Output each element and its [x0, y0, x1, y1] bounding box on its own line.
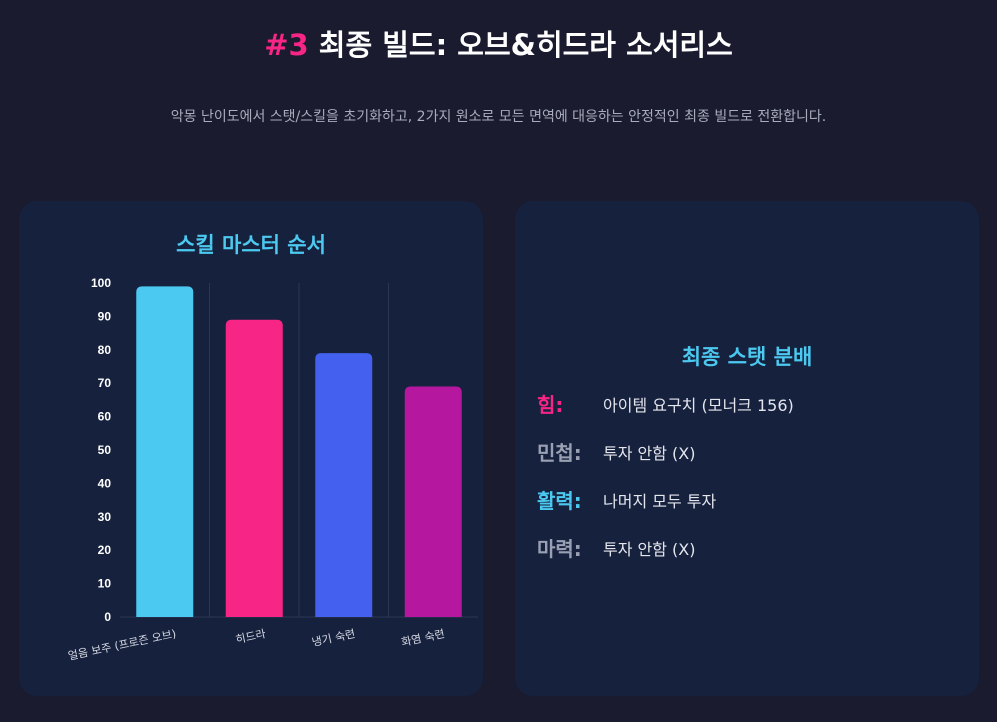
- chart-title: 스킬 마스터 순서: [176, 233, 326, 257]
- y-tick-label: 60: [98, 410, 112, 424]
- stat-row-dex: 민첩: 투자 안함 (X): [537, 437, 696, 466]
- stat-label-vit: 활력:: [537, 489, 582, 513]
- y-tick-label: 0: [104, 610, 111, 624]
- y-tick-label: 40: [98, 476, 112, 490]
- y-tick-label: 90: [98, 309, 112, 323]
- y-tick-label: 30: [98, 510, 112, 524]
- stat-label-str: 힘:: [537, 393, 564, 417]
- title-number: #3: [264, 28, 309, 62]
- stat-value-ene: 투자 안함 (X): [603, 539, 696, 559]
- stat-row-ene: 마력: 투자 안함 (X): [537, 533, 696, 562]
- page-title: #3 최종 빌드: 오브&히드라 소서리스: [0, 22, 997, 64]
- stat-value-dex: 투자 안함 (X): [603, 443, 696, 463]
- x-tick-label: 히드라: [234, 626, 267, 646]
- y-tick-label: 50: [98, 443, 112, 457]
- stat-row-str: 힘: 아이템 요구치 (모너크 156): [537, 389, 794, 418]
- y-tick-label: 20: [98, 543, 112, 557]
- x-tick-label: 화염 숙련: [400, 627, 446, 649]
- skill-chart-card: 0 10 20 30 40 50 60 70 80 90 100 얼음 보주 (프로즌 오브) 히드라 냉…: [19, 201, 483, 696]
- y-tick-label: 80: [98, 343, 112, 357]
- x-tick-label: 냉기 숙련: [311, 627, 357, 649]
- bar-2: [315, 353, 373, 617]
- stat-value-vit: 나머지 모두 투자: [603, 491, 717, 511]
- page-description: 악몽 난이도에서 스탯/스킬을 초기화하고, 2가지 원소로 모든 면역에 대응…: [170, 109, 827, 125]
- y-tick-label: 10: [98, 577, 112, 591]
- y-tick-label: 100: [91, 276, 111, 290]
- skill-bar-chart: 0 10 20 30 40 50 60 70 80 90 100 얼음 보주 (프로즌 오브) 히드라 냉…: [67, 276, 478, 663]
- x-tick-label: 얼음 보주 (프로즌 오브): [67, 626, 178, 663]
- y-tick-label: 70: [98, 376, 112, 390]
- stat-label-dex: 민첩:: [537, 441, 582, 465]
- stat-label-ene: 마력:: [537, 537, 582, 561]
- stat-card: 최종 스탯 분배 힘: 아이템 요구치 (모너크 156) 민첩: 투자 안함 …: [515, 201, 979, 696]
- stat-value-str: 아이템 요구치 (모너크 156): [603, 395, 794, 415]
- stat-row-vit: 활력: 나머지 모두 투자: [537, 485, 716, 514]
- stat-title: 최종 스탯 분배: [681, 345, 813, 369]
- bar-3: [404, 386, 462, 617]
- bar-1: [225, 319, 283, 617]
- bar-0: [136, 286, 194, 617]
- title-text: 최종 빌드: 오브&히드라 소서리스: [318, 28, 733, 62]
